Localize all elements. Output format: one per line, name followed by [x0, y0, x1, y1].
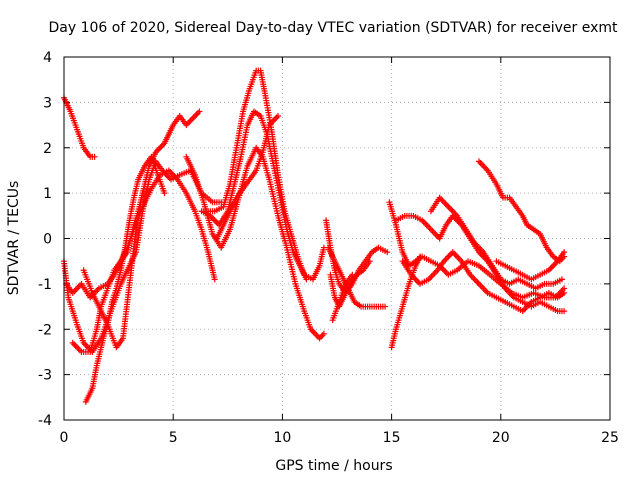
axis-ticks: 0 5 10 15 20 25 -4 -3 -2 -1 0 1 2 3 4	[38, 50, 619, 446]
y-tick-label: 2	[43, 141, 52, 157]
x-tick-label: 0	[60, 430, 69, 446]
data-point	[366, 258, 373, 265]
y-tick-label: -2	[38, 322, 52, 338]
data-point	[275, 112, 282, 119]
data-point	[558, 276, 565, 283]
x-tick-label: 10	[273, 430, 291, 446]
x-axis-label: GPS time / hours	[275, 458, 392, 474]
data-point	[91, 153, 98, 160]
y-tick-label: -3	[38, 368, 52, 384]
series-arc-d	[69, 167, 218, 355]
data-point	[382, 303, 389, 310]
data-points	[61, 67, 568, 405]
series-arc-t	[475, 158, 568, 265]
series-arc-i	[198, 108, 310, 283]
data-point	[561, 249, 568, 256]
y-tick-label: 0	[43, 232, 52, 248]
y-tick-label: 3	[43, 95, 52, 111]
x-tick-label: 15	[383, 430, 401, 446]
grid-lines	[64, 57, 610, 420]
y-tick-label: -1	[38, 277, 52, 293]
series-arc-s	[427, 194, 565, 292]
data-point	[561, 289, 568, 296]
x-tick-label: 25	[601, 430, 619, 446]
data-point	[349, 271, 356, 278]
data-point	[384, 249, 391, 256]
series-arc-g	[183, 144, 327, 342]
series-arc-u	[493, 249, 568, 283]
data-point	[320, 330, 327, 337]
y-axis-label: SDTVAR / TECUs	[6, 181, 22, 296]
data-point	[161, 190, 168, 197]
data-point	[303, 276, 310, 283]
plot-frame	[63, 56, 611, 421]
series-arc-e	[82, 153, 168, 405]
series-arc-f	[80, 203, 144, 351]
data-point	[211, 276, 218, 283]
y-tick-label: 4	[43, 50, 52, 66]
series-arc-n	[329, 271, 356, 324]
y-tick-label: 1	[43, 186, 52, 202]
data-point	[137, 203, 144, 210]
x-tick-label: 5	[169, 430, 178, 446]
y-tick-label: -4	[38, 413, 52, 429]
data-point	[561, 308, 568, 315]
x-tick-label: 20	[492, 430, 510, 446]
series-arc-r	[399, 249, 568, 315]
series-arc-a	[61, 94, 98, 160]
data-point	[196, 108, 203, 115]
chart-title: Day 106 of 2020, Sidereal Day-to-day VTE…	[49, 20, 619, 36]
series-arc-j	[213, 112, 282, 242]
